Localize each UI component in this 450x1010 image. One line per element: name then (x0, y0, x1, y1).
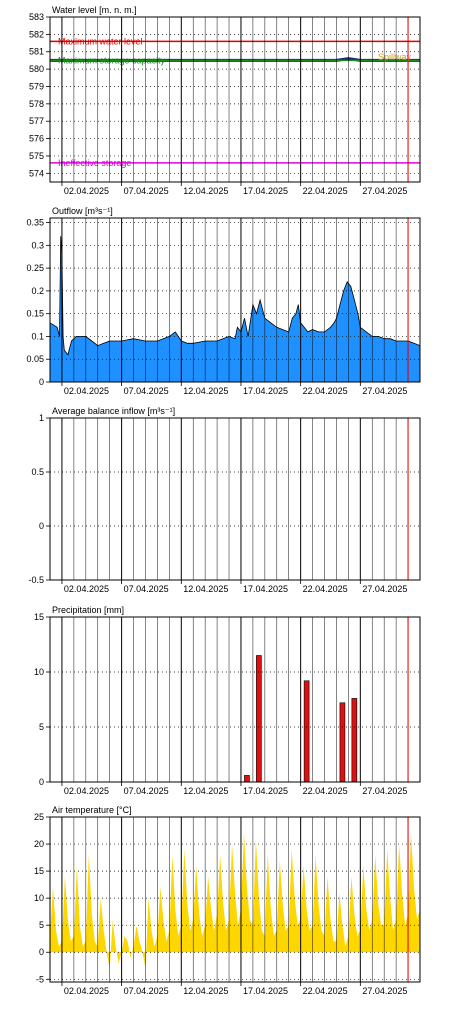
y-tick-label: 0.35 (26, 218, 44, 228)
y-tick-label: 583 (29, 12, 44, 22)
x-tick-label: 02.04.2025 (64, 986, 109, 996)
x-tick-label: 07.04.2025 (124, 786, 169, 796)
plot-background (50, 617, 420, 782)
x-tick-label: 07.04.2025 (124, 186, 169, 196)
y-tick-label: 576 (29, 134, 44, 144)
x-tick-label: 22.04.2025 (303, 786, 348, 796)
x-tick-label: 02.04.2025 (64, 584, 109, 594)
x-tick-label: 17.04.2025 (243, 186, 288, 196)
plot-frame (49, 16, 421, 183)
y-tick-label: 0 (39, 521, 44, 531)
water-level-panel: Water level [m. n. m.] Maximum water leve… (29, 5, 421, 196)
y-tick-label: 574 (29, 168, 44, 178)
spillway-label: Spillway (378, 52, 412, 62)
plot-background (50, 418, 420, 580)
y-tick-label: 10 (34, 893, 44, 903)
y-tick-label: 578 (29, 99, 44, 109)
y-tick-label: 0.15 (26, 309, 44, 319)
y-tick-label: 5 (39, 920, 44, 930)
y-tick-label: 1 (39, 413, 44, 423)
panel-title: Average balance inflow [m³s⁻¹] (52, 406, 175, 416)
panel-title: Air temperature [°C] (52, 805, 132, 815)
x-tick-label: 12.04.2025 (183, 786, 228, 796)
y-tick-label: 575 (29, 151, 44, 161)
precipitation-bar (244, 775, 250, 783)
y-tick-label: 15 (34, 612, 44, 622)
air-temperature-panel: Air temperature [°C] -5 0 5 10 15 20 25 02.04.20… (34, 805, 421, 996)
y-tick-label: 0 (39, 947, 44, 957)
x-tick-label: 27.04.2025 (362, 386, 407, 396)
x-tick-label: 12.04.2025 (183, 386, 228, 396)
plot-area (50, 817, 420, 982)
y-tick-label: 577 (29, 116, 44, 126)
y-tick-label: 0.3 (31, 240, 44, 250)
x-tick-label: 12.04.2025 (183, 584, 228, 594)
x-tick-label: 07.04.2025 (124, 986, 169, 996)
x-tick-label: 02.04.2025 (64, 186, 109, 196)
y-tick-label: 580 (29, 64, 44, 74)
y-tick-label: 10 (34, 667, 44, 677)
x-tick-label: 22.04.2025 (303, 386, 348, 396)
y-tick-label: 0 (39, 377, 44, 387)
x-tick-label: 22.04.2025 (303, 186, 348, 196)
x-tick-label: 22.04.2025 (303, 986, 348, 996)
plot-frame (49, 616, 421, 783)
x-tick-label: 27.04.2025 (362, 584, 407, 594)
precipitation-panel: Precipitation [mm] 0 5 10 15 02.04.2025 07.04.… (34, 605, 421, 796)
reference-label: Ineffective storage (58, 158, 131, 168)
y-tick-label: 579 (29, 81, 44, 91)
plot-area (50, 418, 420, 580)
balance-inflow-panel: Average balance inflow [m³s⁻¹] -0.5 0 0.5 1 0… (28, 406, 421, 594)
x-tick-label: 17.04.2025 (243, 986, 288, 996)
y-tick-label: 5 (39, 722, 44, 732)
y-tick-label: 0.5 (31, 467, 44, 477)
x-tick-label: 27.04.2025 (362, 786, 407, 796)
plot-frame (49, 217, 421, 383)
precipitation-bar (256, 655, 262, 783)
plot-frame (49, 417, 421, 581)
x-tick-label: 22.04.2025 (303, 584, 348, 594)
y-tick-label: 15 (34, 866, 44, 876)
outflow-panel: Outflow [m³s⁻¹] 0 0.05 0.1 0.15 0.2 0.25 0.3 0.3… (26, 206, 421, 396)
y-tick-label: 20 (34, 839, 44, 849)
y-tick-label: 582 (29, 29, 44, 39)
panel-title: Outflow [m³s⁻¹] (52, 206, 113, 216)
y-tick-label: 0.05 (26, 354, 44, 364)
plot-area: Maximum water level Maximum storage capac… (50, 17, 420, 182)
x-tick-label: 12.04.2025 (183, 186, 228, 196)
y-tick-label: 0.1 (31, 331, 44, 341)
plot-frame (49, 816, 421, 983)
x-tick-label: 27.04.2025 (362, 986, 407, 996)
x-tick-label: 17.04.2025 (243, 584, 288, 594)
reference-label: Maximum storage capacity (58, 55, 166, 65)
precipitation-bar (339, 702, 346, 783)
series-area (50, 833, 420, 969)
x-tick-label: 02.04.2025 (64, 786, 109, 796)
y-tick-label: -5 (36, 974, 44, 984)
x-tick-label: 17.04.2025 (243, 786, 288, 796)
plot-background (50, 17, 420, 182)
precipitation-bar (303, 680, 310, 783)
plot-area (50, 617, 420, 783)
x-tick-label: 27.04.2025 (362, 186, 407, 196)
x-tick-label: 17.04.2025 (243, 386, 288, 396)
panel-title: Water level [m. n. m.] (52, 5, 137, 15)
precipitation-bar (351, 698, 358, 783)
reference-label: Maximum water level (58, 36, 143, 46)
y-tick-label: 0.25 (26, 263, 44, 273)
x-tick-label: 12.04.2025 (183, 986, 228, 996)
y-tick-label: 581 (29, 47, 44, 57)
x-tick-label: 02.04.2025 (64, 386, 109, 396)
y-tick-label: 25 (34, 812, 44, 822)
y-tick-label: 0 (39, 777, 44, 787)
x-tick-label: 07.04.2025 (124, 584, 169, 594)
panel-title: Precipitation [mm] (52, 605, 124, 615)
x-tick-label: 07.04.2025 (124, 386, 169, 396)
y-tick-label: 0.2 (31, 286, 44, 296)
plot-area (49, 218, 421, 383)
y-tick-label: -0.5 (28, 575, 44, 585)
